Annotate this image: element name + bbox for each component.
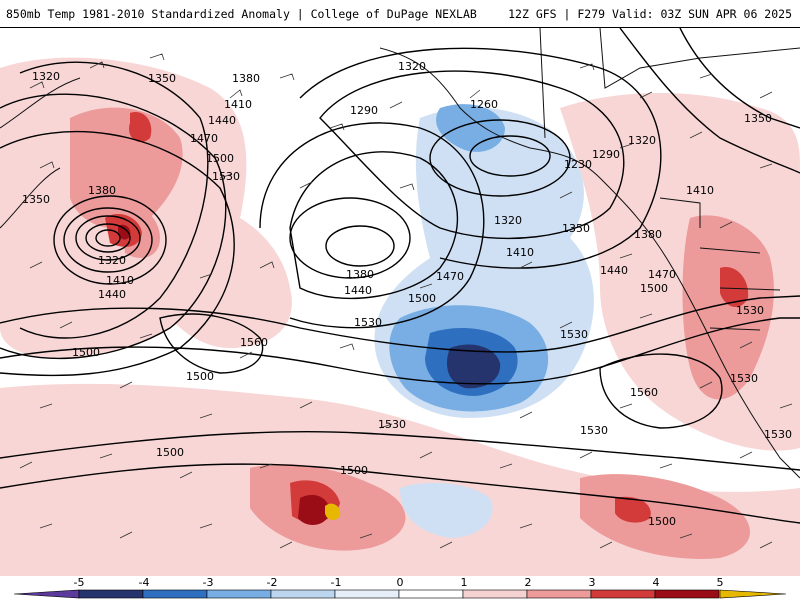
colorbar-cell: [206, 589, 272, 599]
colorbar-tick: -1: [331, 576, 342, 589]
colorbar-cell: [334, 589, 400, 599]
contour-label: 1500: [648, 515, 676, 528]
contour-label: 1530: [560, 328, 588, 341]
colorbar-cell: [654, 589, 720, 599]
contour-label: 1320: [398, 60, 426, 73]
map-svg: 1320 1350 1380 1410 1440 1470 1500 1530 …: [0, 28, 800, 576]
contour-label: 1380: [232, 72, 260, 85]
warm-anomaly-medium: [70, 107, 774, 559]
colorbar-cell: [462, 589, 528, 599]
colorbar-cell: [142, 589, 208, 599]
colorbar-cell: [526, 589, 592, 599]
contour-label: 1230: [564, 158, 592, 171]
colorbar-cell: [270, 589, 336, 599]
contour-label: 1410: [106, 274, 134, 287]
contour-label: 1350: [562, 222, 590, 235]
anomaly-map: 1320 1350 1380 1410 1440 1470 1500 1530 …: [0, 28, 800, 576]
contour-label: 1350: [148, 72, 176, 85]
contour-label: 1380: [346, 268, 374, 281]
contour-label: 1500: [408, 292, 436, 305]
colorbar-tick: 3: [589, 576, 596, 589]
contour-label: 1500: [156, 446, 184, 459]
colorbar-right-arrow: [719, 589, 787, 599]
contour-label: 1440: [344, 284, 372, 297]
map-header: 850mb Temp 1981-2010 Standardized Anomal…: [0, 0, 800, 28]
map-title: 850mb Temp 1981-2010 Standardized Anomal…: [6, 7, 477, 21]
colorbar-tick: -2: [267, 576, 278, 589]
contour-label: 1560: [630, 386, 658, 399]
contour-labels: 1320 1350 1380 1410 1440 1470 1500 1530 …: [22, 60, 792, 528]
contour-label: 1290: [350, 104, 378, 117]
contour-label: 1530: [764, 428, 792, 441]
anomaly-colorbar: -5 -4 -3 -2 -1 0 1 2 3 4 5: [0, 576, 800, 600]
contour-label: 1470: [436, 270, 464, 283]
colorbar-left-arrow: [13, 589, 80, 599]
contour-label: 1380: [88, 184, 116, 197]
contour-label: 1530: [730, 372, 758, 385]
contour-label: 1320: [628, 134, 656, 147]
model-valid-time: 12Z GFS | F279 Valid: 03Z SUN APR 06 202…: [508, 7, 792, 21]
colorbar-cells: [13, 589, 787, 599]
contour-label: 1350: [22, 193, 50, 206]
contour-label: 1530: [736, 304, 764, 317]
contour-label: 1410: [224, 98, 252, 111]
colorbar-svg: -5 -4 -3 -2 -1 0 1 2 3 4 5: [13, 576, 787, 599]
colorbar-ticks: -5 -4 -3 -2 -1 0 1 2 3 4 5: [74, 576, 724, 589]
colorbar-tick: -3: [203, 576, 214, 589]
colorbar-tick: 1: [461, 576, 468, 589]
contour-label: 1530: [378, 418, 406, 431]
contour-label: 1350: [744, 112, 772, 125]
contour-label: 1290: [592, 148, 620, 161]
colorbar-tick: 4: [653, 576, 660, 589]
colorbar-cell: [78, 589, 144, 599]
colorbar-tick: 5: [717, 576, 724, 589]
contour-label: 1500: [72, 346, 100, 359]
contour-label: 1530: [212, 170, 240, 183]
contour-label: 1440: [208, 114, 236, 127]
cold-anomaly-extreme: [446, 344, 501, 389]
contour-label: 1560: [240, 336, 268, 349]
colorbar-cell: [398, 589, 464, 599]
contour-label: 1320: [494, 214, 522, 227]
contour-label: 1320: [32, 70, 60, 83]
colorbar-tick: 0: [397, 576, 404, 589]
warm-anomaly-extreme: [118, 224, 341, 525]
contour-label: 1410: [506, 246, 534, 259]
contour-label: 1500: [206, 152, 234, 165]
wind-barbs: [19, 53, 793, 549]
contour-label: 1530: [354, 316, 382, 329]
colorbar-tick: -4: [139, 576, 150, 589]
colorbar-cell: [590, 589, 656, 599]
contour-label: 1410: [686, 184, 714, 197]
contour-label: 1530: [580, 424, 608, 437]
coastlines: [0, 28, 800, 479]
colorbar-tick: -5: [74, 576, 85, 589]
contour-label: 1320: [98, 254, 126, 267]
contour-label: 1500: [340, 464, 368, 477]
colorbar-tick: 2: [525, 576, 532, 589]
contour-label: 1470: [648, 268, 676, 281]
contour-label: 1440: [98, 288, 126, 301]
contour-label: 1380: [634, 228, 662, 241]
contour-label: 1260: [470, 98, 498, 111]
contour-label: 1500: [186, 370, 214, 383]
contour-label: 1500: [640, 282, 668, 295]
contour-label: 1470: [190, 132, 218, 145]
contour-label: 1440: [600, 264, 628, 277]
height-contours: [0, 28, 800, 524]
